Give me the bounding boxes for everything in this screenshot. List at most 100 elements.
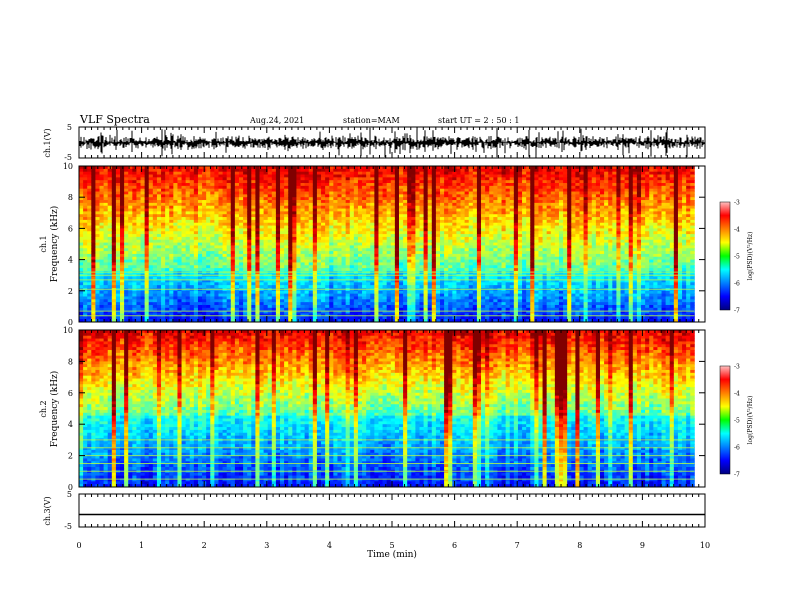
spectrogram-cell [321,262,326,266]
spectrogram-cell [99,248,105,252]
spectrogram-cell [132,205,137,209]
spectrogram-cell [325,211,330,215]
spectrogram-cell [321,239,326,243]
spectrogram-cell [197,183,203,187]
spectrogram-cell [325,174,330,178]
spectrogram-cell [124,171,129,175]
spectrogram-cell [243,217,248,221]
spectrogram-cell [247,231,252,235]
spectrogram-cell [378,290,383,295]
spectrogram-cell [280,200,285,204]
spectrogram-cell [292,191,297,195]
spectrogram-cell [136,188,141,192]
spectrogram-cell [366,285,371,289]
spectrogram-cell [325,302,330,306]
spectrogram-cell [238,256,244,260]
spectrogram-cell [189,302,195,306]
spectrogram-cell [366,296,371,300]
spectrogram-cell [431,304,437,309]
spectrogram-cell [284,228,289,232]
spectrogram-cell [349,168,355,173]
spectrogram-cell [296,296,301,300]
spectrogram-cell [210,211,215,215]
spectrogram-cell [103,180,109,184]
spectrogram-cell [165,242,170,246]
spectrogram-cell [181,239,187,243]
spectrogram-cell [79,251,84,255]
spectrogram-cell [415,200,420,204]
spectrogram-cell [431,279,437,283]
spectrogram-cell [243,248,248,252]
spectrogram-cell [308,239,314,243]
spectrogram-cell [173,251,178,255]
spectrogram-cell [124,219,129,224]
spectrogram-cell [152,310,158,314]
spectrogram-cell [140,217,146,221]
spectrogram-cell [251,208,256,212]
spectrogram-cell [87,191,92,195]
spectrogram-cell [337,242,342,246]
spectrogram-cell [271,307,277,312]
spectrogram-cell [189,296,195,300]
spectrogram-cell [83,197,88,201]
spectrogram-cell [87,205,92,209]
spectrogram-cell [263,302,269,306]
spectrogram-cell [427,222,433,226]
spectrogram-cell [79,228,84,232]
spectrogram-cell [169,310,174,314]
spectrogram-cell [111,248,117,252]
spectrogram-cell [427,293,433,297]
spectrogram-cell [374,231,379,235]
spectrogram-cell [431,293,437,297]
spectrogram-cell [316,217,322,221]
spectrogram-cell [259,208,265,212]
spectrogram-cell [259,239,265,243]
spectrogram-cell [144,168,150,173]
spectrogram-cell [206,285,211,289]
spectrogram-cell [107,225,113,229]
spectrogram-cell [345,214,351,218]
spectrogram-cell [329,313,334,317]
spectrogram-cell [316,185,322,190]
spectrogram-cell [251,242,256,246]
spectrogram-cell [115,225,121,229]
spectrogram-cell [357,174,363,178]
spectrogram-cell [316,234,322,238]
spectrogram-cell [218,188,223,192]
spectrogram-cell [304,268,310,272]
spectrogram-cell [329,296,334,300]
spectrogram-cell [280,168,285,173]
spectrogram-cell [230,256,236,260]
spectrogram-cell [267,239,273,243]
spectrogram-cell [300,202,306,207]
spectrogram-cell [234,259,240,263]
spectrogram-cell [357,296,363,300]
spectrogram-cell [95,302,100,306]
spectrogram-cell [431,225,437,229]
spectrogram-cell [206,208,211,212]
spectrogram-cell [370,313,375,317]
spectrogram-cell [308,191,314,195]
spectrogram-cell [197,219,203,224]
spectrogram-cell [398,205,404,209]
spectrogram-cell [407,177,412,181]
spectrogram-cell [218,299,223,303]
spectrogram-cell [161,222,166,226]
spectrogram-cell [300,316,306,320]
spectrogram-cell [144,234,150,238]
spectrogram-cell [288,200,293,204]
spectrogram-cell [226,168,232,173]
spectrogram-cell [148,248,154,252]
spectrogram-cell [288,313,293,317]
spectrogram-cell [120,168,125,173]
spectrogram-cell [107,253,113,258]
spectrogram-cell [120,259,125,263]
spectrogram-cell [308,200,314,204]
spectrogram-cell [407,268,412,272]
spectrogram-cell [284,265,289,269]
spectrogram-cell [288,194,293,198]
spectrogram-cell [230,319,236,323]
spectrogram-cell [370,236,375,241]
spectrogram-cell [419,208,424,212]
spectrogram-cell [206,231,211,235]
